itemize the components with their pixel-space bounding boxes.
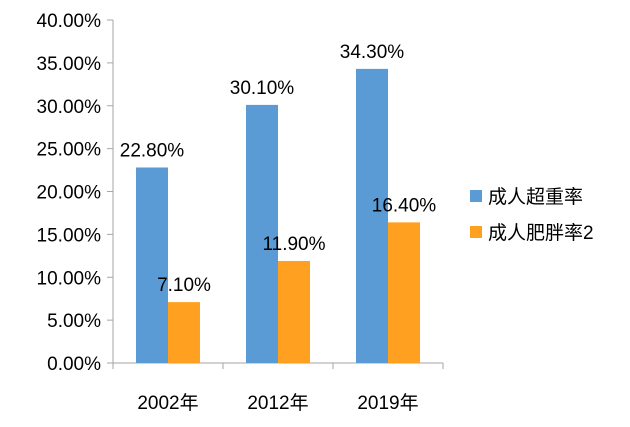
bar-obesity [388,222,420,363]
data-label: 7.10% [157,275,211,296]
data-label: 30.10% [230,78,295,99]
bar-obesity [278,260,310,363]
x-axis: 2002年 2012年 2019年 [112,362,444,414]
legend-label: 成人肥胖率2 [488,222,594,244]
y-tick-label: 10.00% [37,268,102,289]
y-tick-label: 40.00% [37,11,102,32]
bar-overweight [356,68,388,363]
data-label: 34.30% [340,42,405,63]
x-tick-label: 2019年 [357,392,418,414]
x-tick-label: 2012年 [247,392,308,414]
legend-swatch [470,190,482,202]
x-tick-label: 2002年 [137,392,198,414]
data-labels: 22.80% 30.10% 34.30% 7.10% 11.90% 16.40% [120,42,437,296]
bars [136,68,420,363]
y-tick-label: 0.00% [47,354,101,375]
y-tick-label: 35.00% [37,54,102,75]
bar-overweight [246,104,278,363]
data-label: 22.80% [120,140,185,161]
data-label: 16.40% [372,195,437,216]
y-tick-label: 5.00% [47,311,101,332]
y-tick-label: 30.00% [37,97,102,118]
legend-swatch [470,226,482,238]
data-label: 11.90% [262,234,325,255]
y-tick-label: 20.00% [37,183,102,204]
y-tick-label: 25.00% [37,140,102,161]
bar-obesity [168,302,200,363]
legend-label: 成人超重率 [488,186,583,208]
y-tick-label: 15.00% [37,225,102,246]
bar-overweight [136,167,168,363]
y-axis: 0.00% 5.00% 10.00% 15.00% 20.00% 25.00% 30.00%… [37,11,114,375]
